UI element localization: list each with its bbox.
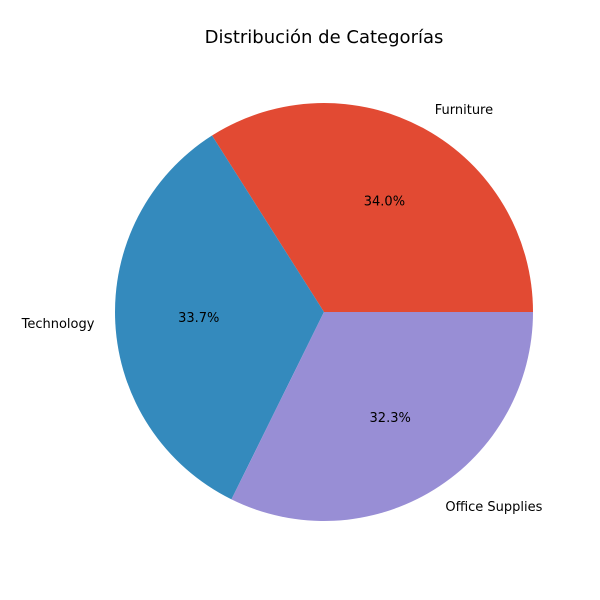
pct-label-furniture: 34.0% (364, 195, 405, 210)
chart-title: Distribución de Categorías (205, 27, 444, 48)
pie-slices (114, 102, 533, 521)
pct-label-technology: 33.7% (178, 311, 219, 326)
category-label-office-supplies: Office Supplies (445, 500, 542, 515)
pie-slice-technology (114, 135, 324, 500)
pct-label-office-supplies: 32.3% (370, 411, 411, 426)
pie-slice-furniture (212, 102, 533, 312)
pie-labels: 34.0% Furniture 33.7% Technology 32.3% Office… (21, 103, 543, 515)
pie-slice-office-supplies (231, 312, 533, 521)
category-label-technology: Technology (21, 317, 95, 332)
category-label-furniture: Furniture (435, 103, 493, 118)
